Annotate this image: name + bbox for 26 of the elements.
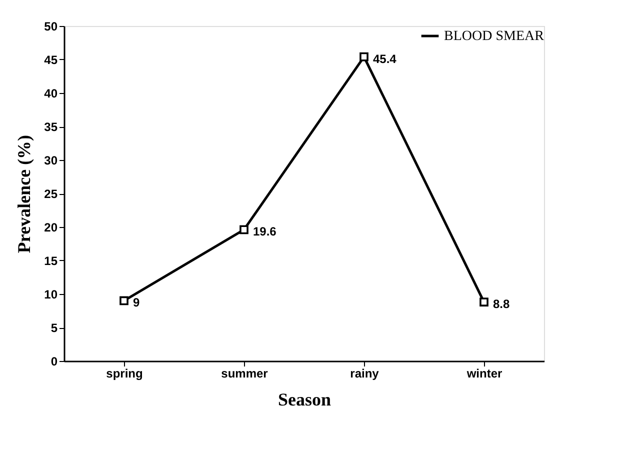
x-tick-label: winter [466, 366, 502, 380]
y-tick-label: 15 [44, 254, 58, 268]
y-tick-label: 25 [44, 187, 58, 201]
point [120, 296, 128, 306]
y-tick-label: 40 [44, 86, 58, 100]
data-label: 19.6 [253, 224, 277, 239]
y-tick-label: 45 [44, 53, 58, 67]
y-tick-label: 20 [44, 220, 58, 234]
x-tick-label: summer [221, 366, 268, 380]
x-tick-label: rainy [350, 366, 380, 380]
y-axis-title: Prevalence (%) [14, 134, 34, 254]
point [360, 52, 368, 62]
x-axis-title: Season [278, 390, 332, 410]
y-tick-label: 30 [44, 154, 58, 168]
y-tick-label: 10 [44, 288, 58, 302]
data-label: 8.8 [493, 297, 510, 312]
data-label: 9 [133, 296, 140, 310]
legend-label: BLOOD SMEAR [444, 29, 545, 44]
x-tick-label: spring [106, 366, 143, 380]
y-tick-label: 50 [44, 20, 58, 34]
y-tick-label: 35 [44, 120, 58, 134]
data-label: 45.4 [373, 52, 397, 66]
point [480, 298, 488, 306]
y-tick-label: 5 [50, 321, 58, 335]
y-tick-label: 0 [50, 354, 58, 368]
point [240, 225, 248, 234]
